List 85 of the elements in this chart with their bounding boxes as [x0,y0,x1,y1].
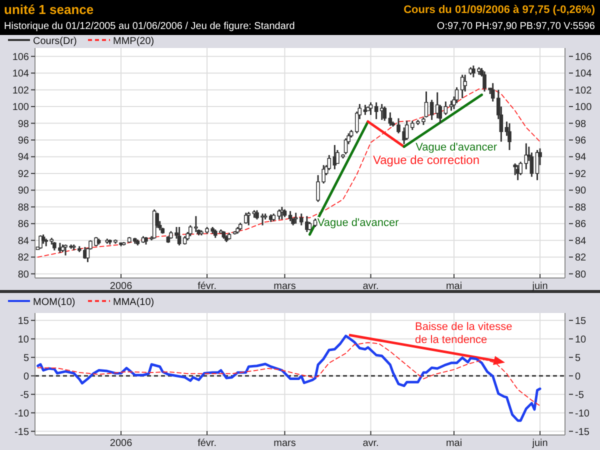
x-tick-label: mai [446,281,462,292]
y-tick-label: 90 [18,186,30,197]
y-tick-label: 86 [18,219,30,230]
candlestick [424,90,428,118]
y-tick-label: 98 [18,118,30,130]
candlestick [368,102,373,116]
y-tick-label: 5 [23,352,30,364]
y2-tick-label: -15 [575,426,590,438]
x-tick-label: juin [531,438,548,449]
candlestick [327,154,332,171]
x-tick-label: févr. [198,438,216,449]
candlestick [382,106,387,122]
y-tick-label: 88 [18,202,30,214]
y-tick-label: 80 [18,269,30,280]
y2-tick-label: 10 [575,334,587,346]
y2-tick-label: 94 [575,152,587,164]
candlestick [524,142,528,170]
y-tick-label: -15 [14,426,30,438]
y2-tick-label: 92 [575,168,587,180]
series-label: Vague d'avancer [317,216,400,229]
candlestick [508,122,512,151]
text: O:97,70 PH:97,90 PB:97,70 V:5596 [436,21,596,32]
y2-tick-label: 104 [575,68,592,80]
x-tick-label: juin [531,281,548,292]
y2-tick-label: 106 [575,52,592,63]
y-tick-label: 104 [12,68,30,80]
y-tick-label: 102 [12,85,30,96]
text: Cours du 01/09/2006 à 97,75 (-0,26%) [404,4,596,16]
candlestick [177,226,182,246]
y-tick-label: 84 [18,236,30,247]
y2-tick-label: 98 [575,118,587,130]
x-tick-label: févr. [198,281,216,292]
x-tick-label: mars [274,281,296,292]
line-series [36,334,542,422]
y-tick-label: 92 [18,168,30,180]
chart-subtitle: Historique du 01/12/2005 au 01/06/2006 / Jeu de figure: Standard [4,21,295,32]
y-tick-label: -10 [14,408,30,420]
y2-tick-label: 82 [575,252,587,264]
series-label: Vague d'avancer [416,141,498,154]
x-tick-label: mai [446,438,462,449]
y2-tick-label: 90 [575,186,587,197]
candlestick [41,234,46,244]
annotation: Baisse de la vitesse de la tendence [415,321,512,346]
candlestick [444,100,448,116]
y2-tick-label: 80 [575,269,587,280]
legend-label: MMA(10) [113,297,154,308]
line-series [37,88,541,258]
y2-tick-label: -10 [575,408,590,420]
x-tick-label: avr. [362,438,379,449]
candlestick [374,102,378,120]
y2-tick-label: 100 [575,102,592,114]
candlestick [430,99,434,121]
candlestick [280,206,284,220]
y-tick-label: 0 [23,371,30,382]
x-tick-label: avr. [362,281,379,292]
candlestick [244,212,248,224]
y-tick-label: 96 [18,136,30,146]
y2-tick-label: 0 [575,371,581,382]
candlestick [246,211,251,226]
y2-tick-label: 96 [575,136,587,146]
legend-label: Cours(Dr) [33,36,77,47]
y2-tick-label: 5 [575,352,581,364]
chart-title: unité 1 seance [4,2,94,17]
y2-tick-label: 84 [575,236,587,247]
candlestick [404,120,409,141]
y2-tick-label: -5 [575,390,584,401]
y-tick-label: 94 [18,152,30,164]
y2-tick-label: 15 [575,316,587,327]
x-tick-label: 2006 [110,438,133,449]
y-tick-label: -5 [20,390,30,401]
y-tick-label: 15 [18,316,30,327]
series-label: Vague de correction [373,153,480,168]
y2-tick-label: 88 [575,202,587,214]
legend-label: MOM(10) [33,297,76,308]
y-tick-label: 106 [12,52,30,63]
y2-tick-label: 86 [575,219,587,230]
y-tick-label: 10 [18,334,30,346]
line-series [37,342,541,406]
y-tick-label: 100 [12,102,30,114]
x-tick-label: mars [274,438,296,449]
y2-tick-label: 102 [575,85,592,96]
x-tick-label: 2006 [110,281,133,292]
candlestick [344,138,348,155]
y-tick-label: 82 [18,252,30,264]
legend-label: MMP(20) [113,36,154,47]
